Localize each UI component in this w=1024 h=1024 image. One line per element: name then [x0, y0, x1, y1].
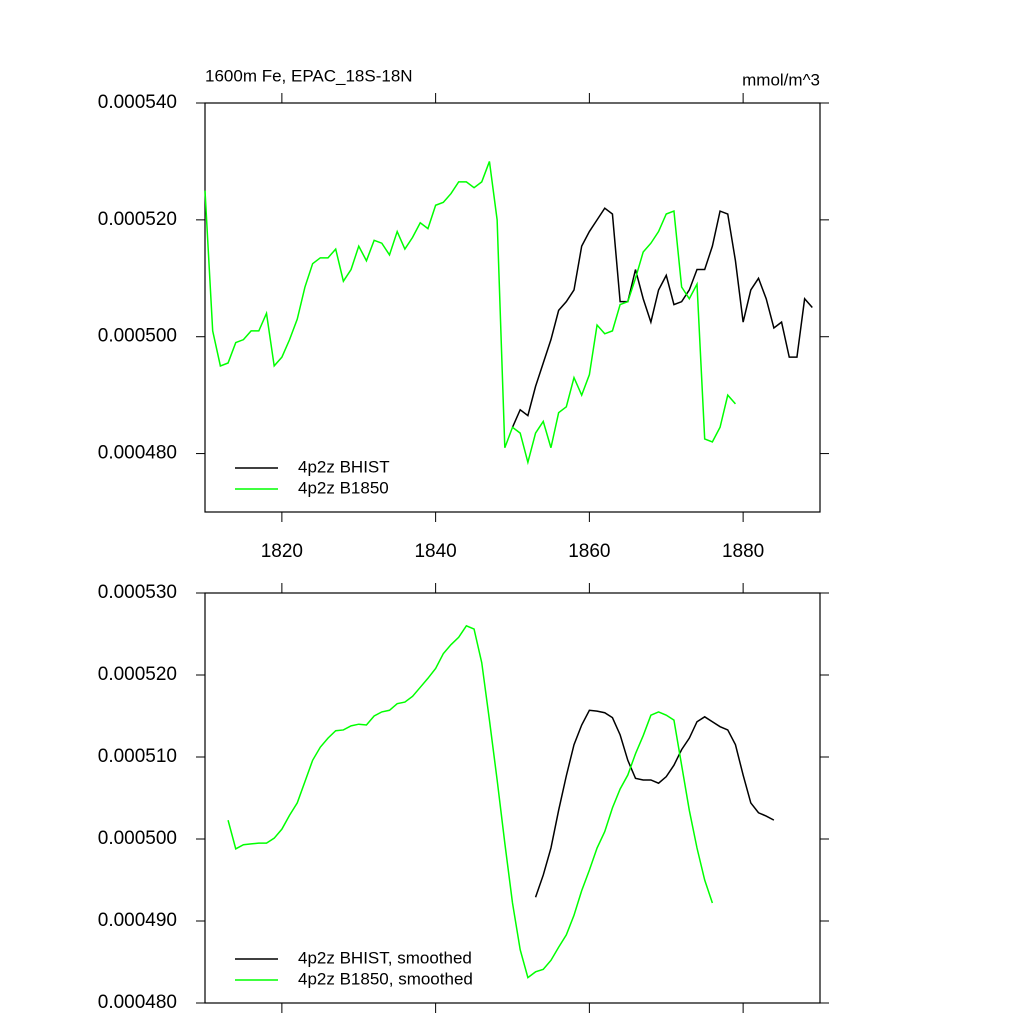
series-line [511, 207, 813, 428]
x-tick-label: 1880 [722, 541, 764, 562]
y-tick-label: 0.000500 [98, 828, 177, 849]
chart-title: 1600m Fe, EPAC_18S-18N [205, 66, 413, 85]
y-tick-label: 0.000480 [98, 992, 177, 1013]
plot-frame [204, 102, 821, 513]
plot-frame [204, 592, 821, 1004]
legend-label: 4p2z B1850 [298, 478, 389, 497]
y-tick-label: 0.000490 [98, 910, 177, 931]
series-line [204, 161, 737, 466]
y-tick-label: 0.000500 [98, 326, 177, 347]
legend-label: 4p2z BHIST [298, 457, 390, 476]
y-tick-label: 0.000510 [98, 746, 177, 767]
legend-label: 4p2z B1850, smoothed [298, 969, 473, 988]
y-tick-label: 0.000520 [98, 209, 177, 230]
y-tick-label: 0.000520 [98, 664, 177, 685]
x-tick-label: 1820 [261, 541, 303, 562]
legend-label: 4p2z BHIST, smoothed [298, 948, 472, 967]
series-line [227, 624, 714, 979]
series-line [534, 709, 775, 898]
y-tick-label: 0.000540 [98, 92, 177, 113]
y-tick-label: 0.000480 [98, 443, 177, 464]
units-label: mmol/m^3 [742, 70, 820, 89]
x-tick-label: 1840 [414, 541, 456, 562]
y-tick-label: 0.000530 [98, 582, 177, 603]
x-tick-label: 1860 [568, 541, 610, 562]
